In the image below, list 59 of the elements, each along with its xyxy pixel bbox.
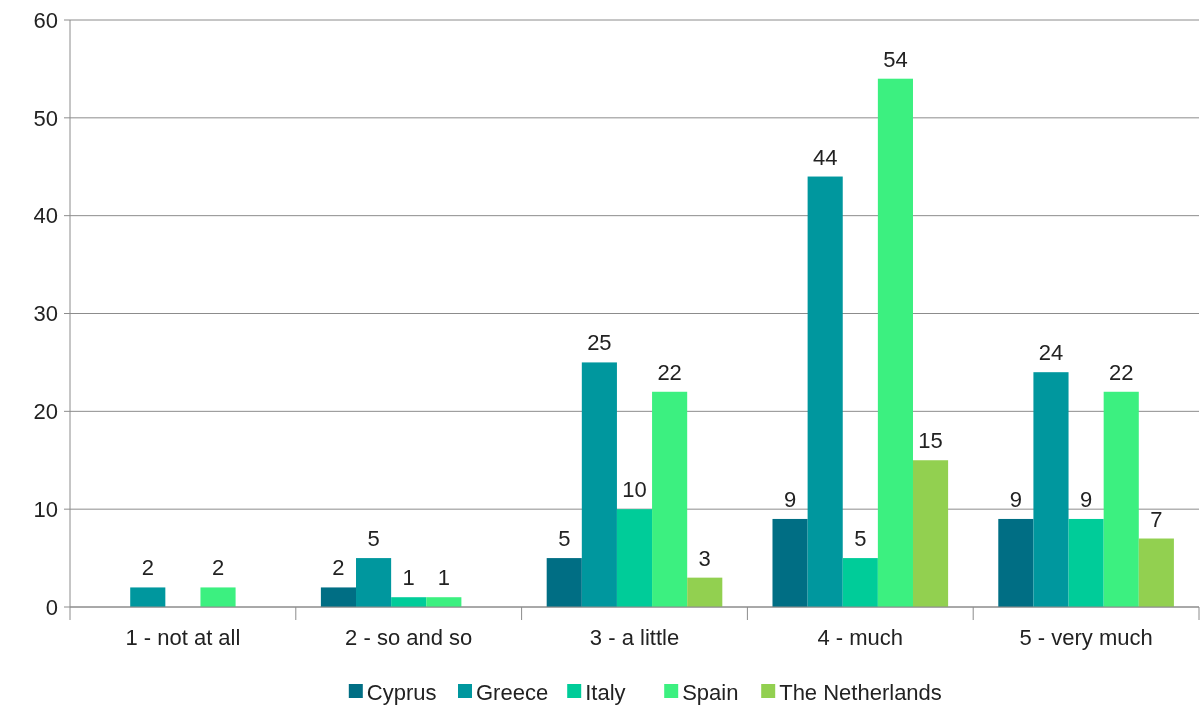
bar bbox=[200, 587, 236, 607]
bar bbox=[320, 587, 357, 607]
bar bbox=[998, 518, 1034, 607]
y-tick-label: 0 bbox=[45, 594, 58, 620]
data-label: 22 bbox=[1108, 359, 1134, 385]
data-label: 25 bbox=[587, 330, 612, 356]
x-tick-label: 1 - not at all bbox=[125, 625, 241, 650]
bar bbox=[356, 558, 392, 607]
data-label: 2 bbox=[141, 555, 154, 581]
bar bbox=[807, 176, 843, 607]
data-label: 9 bbox=[1079, 486, 1093, 512]
data-label: 9 bbox=[1009, 486, 1022, 512]
data-label: 2 bbox=[332, 555, 345, 581]
data-label: 22 bbox=[657, 359, 682, 385]
y-tick-label: 40 bbox=[33, 203, 58, 229]
bar bbox=[391, 597, 427, 607]
bar bbox=[1068, 518, 1104, 607]
bar bbox=[772, 518, 808, 607]
legend-label: Cyprus bbox=[366, 679, 437, 705]
bar bbox=[546, 558, 582, 607]
data-label: 1 bbox=[437, 565, 450, 591]
legend-label: Spain bbox=[682, 679, 739, 705]
bar bbox=[426, 597, 462, 607]
legend-label: Greece bbox=[476, 679, 549, 705]
data-label: 15 bbox=[918, 428, 943, 454]
data-label: 44 bbox=[812, 144, 838, 170]
bar bbox=[652, 391, 688, 607]
x-tick-label: 4 - much bbox=[817, 625, 904, 650]
bar bbox=[1138, 538, 1174, 607]
legend-label: Italy bbox=[585, 679, 626, 705]
bar bbox=[1103, 391, 1139, 607]
data-label: 7 bbox=[1150, 506, 1163, 532]
data-label: 5 bbox=[854, 526, 867, 552]
bar bbox=[687, 577, 723, 607]
bar bbox=[912, 460, 949, 607]
y-tick-label: 50 bbox=[33, 105, 58, 131]
data-label: 1 bbox=[402, 565, 415, 591]
data-label: 10 bbox=[622, 477, 647, 503]
y-tick-label: 60 bbox=[33, 7, 58, 33]
bar bbox=[130, 587, 166, 607]
bar bbox=[877, 78, 913, 607]
data-label: 3 bbox=[698, 545, 711, 571]
data-label: 9 bbox=[783, 486, 797, 512]
data-label: 2 bbox=[211, 555, 225, 581]
data-label: 24 bbox=[1038, 340, 1064, 366]
bar bbox=[616, 509, 653, 607]
x-tick-label: 3 - a little bbox=[589, 625, 680, 650]
bar bbox=[1033, 372, 1069, 607]
y-tick-label: 30 bbox=[33, 301, 58, 327]
data-label: 5 bbox=[367, 526, 380, 552]
data-label: 5 bbox=[558, 526, 571, 552]
x-tick-label: 2 - so and so bbox=[345, 625, 473, 650]
y-tick-label: 20 bbox=[33, 399, 58, 425]
x-tick-label: 5 - very much bbox=[1019, 625, 1153, 650]
bar bbox=[581, 362, 617, 607]
data-label: 54 bbox=[883, 46, 908, 72]
legend-label: The Netherlands bbox=[779, 679, 942, 705]
y-tick-label: 10 bbox=[33, 496, 58, 522]
bar bbox=[842, 558, 878, 607]
